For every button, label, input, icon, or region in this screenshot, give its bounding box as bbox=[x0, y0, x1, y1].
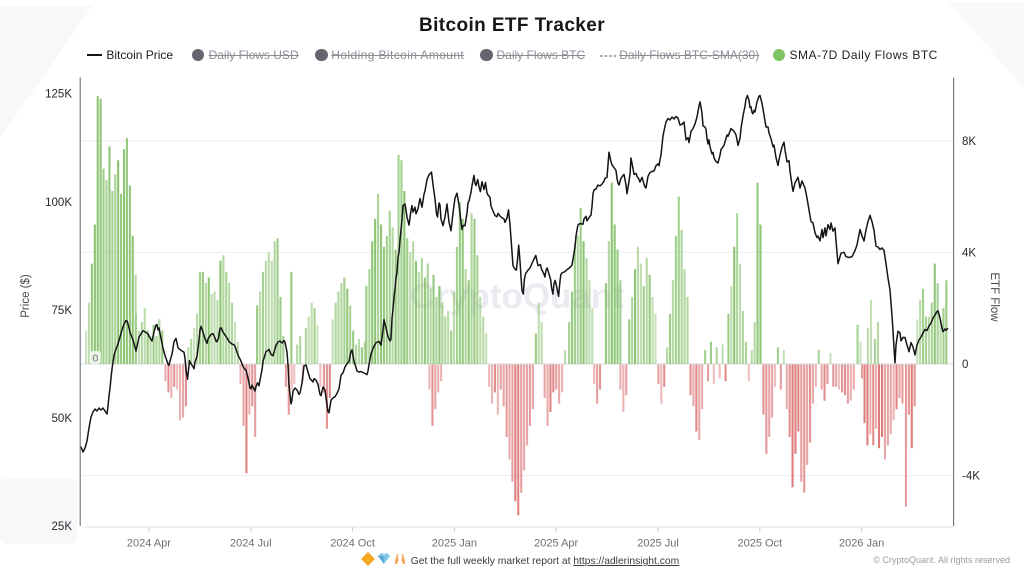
svg-text:2025 Oct: 2025 Oct bbox=[737, 538, 782, 550]
svg-text:2026 Jan: 2026 Jan bbox=[839, 538, 884, 550]
svg-text:8K: 8K bbox=[962, 136, 976, 148]
svg-text:0: 0 bbox=[92, 353, 98, 365]
svg-text:50K: 50K bbox=[52, 413, 73, 425]
svg-text:Price ($): Price ($) bbox=[20, 274, 32, 318]
svg-text:0: 0 bbox=[962, 359, 968, 371]
svg-text:75K: 75K bbox=[52, 305, 73, 317]
svg-text:4K: 4K bbox=[962, 247, 976, 259]
svg-text:-4K: -4K bbox=[962, 471, 980, 483]
svg-text:100K: 100K bbox=[45, 197, 72, 209]
svg-text:ETF Flow: ETF Flow bbox=[988, 272, 1000, 322]
svg-text:2025 Apr: 2025 Apr bbox=[534, 538, 578, 550]
svg-text:125K: 125K bbox=[45, 89, 72, 101]
svg-text:2025 Jan: 2025 Jan bbox=[432, 538, 477, 550]
svg-text:2024 Oct: 2024 Oct bbox=[330, 538, 375, 550]
svg-text:2025 Jul: 2025 Jul bbox=[637, 538, 679, 550]
svg-text:2024 Jul: 2024 Jul bbox=[230, 538, 272, 550]
svg-text:25K: 25K bbox=[52, 521, 73, 533]
svg-text:2024 Apr: 2024 Apr bbox=[127, 538, 171, 550]
